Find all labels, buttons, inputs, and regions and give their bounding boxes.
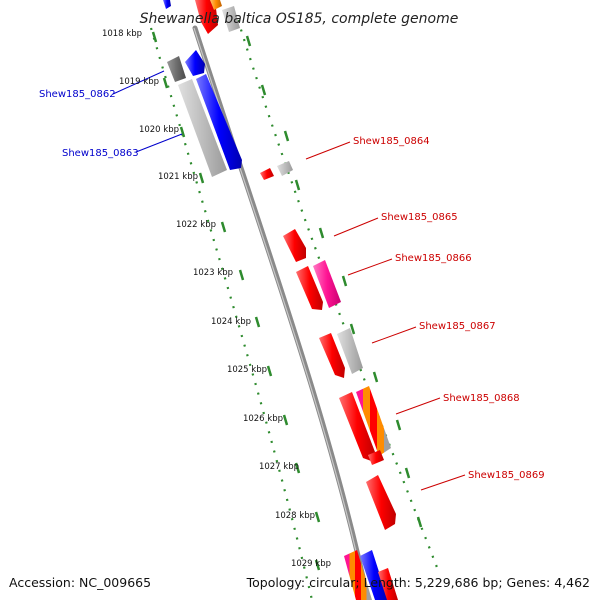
gene-feature-0867 xyxy=(319,333,345,378)
gene-label-shew185-0863[interactable]: Shew185_0863 xyxy=(62,148,139,159)
gene-feature-0863-gray xyxy=(178,79,227,177)
gene-name-labels: Shew185_0862 Shew185_0863 Shew185_0864 S… xyxy=(39,89,545,481)
gene-feature-bottom-blue xyxy=(360,550,388,600)
gene-label-shew185-0868[interactable]: Shew185_0868 xyxy=(443,393,520,404)
gene-features xyxy=(163,0,398,600)
gene-label-shew185-0869[interactable]: Shew185_0869 xyxy=(468,470,545,481)
gene-feature-0867-gray xyxy=(337,328,363,374)
kbp-label: 1018 kbp xyxy=(102,29,142,39)
gene-feature-0868 xyxy=(339,392,375,462)
gene-label-shew185-0864[interactable]: Shew185_0864 xyxy=(353,136,430,147)
kbp-label: 1029 kbp xyxy=(291,559,331,569)
kbp-label: 1026 kbp xyxy=(243,414,283,424)
gene-feature-0869 xyxy=(366,475,396,530)
gene-feature-0861-dark xyxy=(167,56,186,82)
gene-label-shew185-0865[interactable]: Shew185_0865 xyxy=(381,212,458,223)
kbp-label: 1028 kbp xyxy=(275,511,315,521)
gene-feature-0863 xyxy=(196,74,242,170)
kbp-label: 1025 kbp xyxy=(227,365,267,375)
gene-feature-top-gray xyxy=(222,6,240,32)
gene-feature-top-red xyxy=(195,0,218,34)
gene-feature-0866 xyxy=(296,266,323,310)
kbp-label: 1023 kbp xyxy=(193,268,233,278)
gene-label-shew185-0862[interactable]: Shew185_0862 xyxy=(39,89,116,100)
gene-feature-0862 xyxy=(185,50,205,76)
gene-feature-0864 xyxy=(260,168,274,180)
map-title: Shewanella baltica OS185, complete genom… xyxy=(140,11,459,27)
gene-feature-0869-small xyxy=(368,450,384,465)
gene-feature-top-orange xyxy=(210,0,222,10)
kbp-label: 1019 kbp xyxy=(119,77,159,87)
accession-text: Accession: NC_009665 xyxy=(9,575,152,590)
major-ticks xyxy=(151,31,423,571)
kbp-label: 1027 kbp xyxy=(259,462,299,472)
gene-label-shew185-0867[interactable]: Shew185_0867 xyxy=(419,321,496,332)
gene-feature-bottom-striped xyxy=(344,550,372,600)
gene-feature-0865 xyxy=(283,229,306,262)
genome-backbone xyxy=(192,25,371,600)
kbp-tick-labels: 1018 kbp 1019 kbp 1020 kbp 1021 kbp 1022… xyxy=(102,29,331,569)
gene-feature-top-blue xyxy=(163,0,171,9)
gene-feature-0866-pink xyxy=(313,260,341,308)
gene-feature-0864-gray xyxy=(277,161,293,176)
label-leaders xyxy=(112,70,466,491)
kbp-label: 1022 kbp xyxy=(176,220,216,230)
gene-feature-0868-striped xyxy=(356,386,391,456)
kbp-label: 1024 kbp xyxy=(211,317,251,327)
kbp-label: 1021 kbp xyxy=(158,172,198,182)
outer-tick-track xyxy=(236,19,440,571)
gene-label-shew185-0866[interactable]: Shew185_0866 xyxy=(395,253,472,264)
kbp-label: 1020 kbp xyxy=(139,125,179,135)
gene-feature-bottom-red xyxy=(378,568,398,600)
genome-summary-text: Topology: circular; Length: 5,229,686 bp… xyxy=(246,575,590,590)
